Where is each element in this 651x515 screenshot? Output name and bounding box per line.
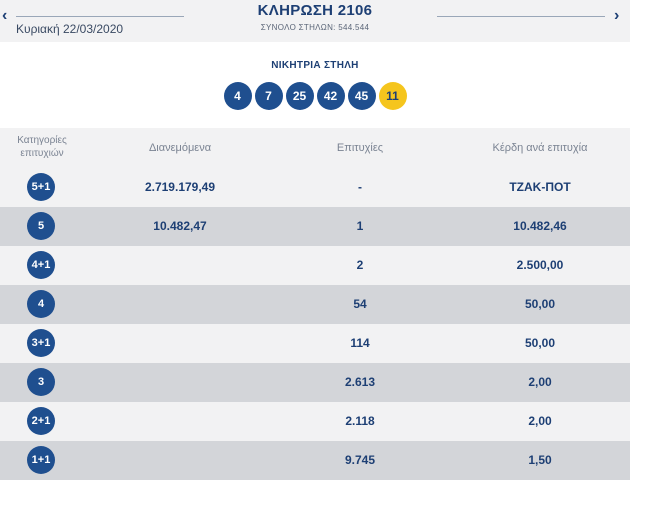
category-badge: 4+1: [27, 251, 55, 279]
prize-amount: 50,00: [524, 297, 556, 311]
winning-numbers: 4 7 25 42 45 11: [0, 82, 630, 110]
table-row: 3+1 114 50,00: [0, 324, 630, 363]
winners-count: 2: [356, 258, 364, 272]
table-row: 5+1 2.719.179,49 - ΤΖΑΚ-ΠΟΤ: [0, 168, 630, 207]
prize-amount: 50,00: [524, 336, 556, 350]
prize-amount: 2,00: [528, 375, 552, 389]
chevron-right-icon[interactable]: ›: [614, 7, 620, 24]
total-columns: ΣΥΝΟΛΟ ΣΤΗΛΩΝ: 544.544: [260, 23, 370, 32]
category-badge: 5+1: [27, 173, 55, 201]
number-ball: 4: [223, 82, 252, 110]
category-badge: 3+1: [27, 329, 55, 357]
number-ball: 7: [254, 82, 283, 110]
draw-date: Κυριακή 22/03/2020: [16, 22, 124, 36]
prize-amount: ΤΖΑΚ-ΠΟΤ: [509, 180, 571, 194]
number-ball: 42: [316, 82, 345, 110]
winners-count: 54: [353, 297, 367, 311]
divider: [437, 16, 605, 17]
winners-count: 2.613: [344, 375, 376, 389]
chevron-left-icon[interactable]: ‹: [2, 7, 8, 24]
number-ball: 25: [285, 82, 314, 110]
distributed-amount: 2.719.179,49: [144, 180, 216, 194]
winners-count: 2.118: [345, 414, 375, 428]
winners-count: 114: [350, 336, 370, 350]
header-prize: Κέρδη ανά επιτυχία: [492, 142, 588, 154]
draw-title: ΚΛΗΡΩΣΗ 2106: [257, 2, 373, 19]
prize-amount: 10.482,46: [513, 219, 567, 233]
prize-amount: 2,00: [528, 414, 552, 428]
table-row: 5 10.482,47 1 10.482,46: [0, 207, 630, 246]
category-badge: 5: [27, 212, 55, 240]
prize-table: Κατηγορίες επιτυχιών Διανεμόμενα Επιτυχί…: [0, 128, 630, 480]
winners-count: 9.745: [344, 453, 376, 467]
distributed-amount: 10.482,47: [153, 219, 207, 233]
divider: [16, 16, 184, 17]
prize-amount: 2.500,00: [516, 258, 564, 272]
category-badge: 1+1: [27, 446, 55, 474]
table-row: 3 2.613 2,00: [0, 363, 630, 402]
table-row: 2+1 2.118 2,00: [0, 402, 630, 441]
table-row: 4+1 2 2.500,00: [0, 246, 630, 285]
table-row: 4 54 50,00: [0, 285, 630, 324]
header-category: Κατηγορίες επιτυχιών: [17, 135, 67, 159]
joker-ball: 11: [378, 82, 407, 110]
number-ball: 45: [347, 82, 376, 110]
winners-count: 1: [356, 219, 364, 233]
draw-header: ‹ Κυριακή 22/03/2020 ΚΛΗΡΩΣΗ 2106 ΣΥΝΟΛΟ…: [0, 0, 630, 42]
category-badge: 2+1: [27, 407, 55, 435]
winning-column-label: ΝΙΚΗΤΡΙΑ ΣΤΗΛΗ: [271, 60, 359, 71]
category-badge: 3: [27, 368, 55, 396]
winners-count: -: [358, 180, 362, 194]
header-distributed: Διανεμόμενα: [148, 142, 212, 154]
table-row: 1+1 9.745 1,50: [0, 441, 630, 480]
prize-amount: 1,50: [528, 453, 552, 467]
header-winners: Επιτυχίες: [336, 142, 384, 154]
table-header: Κατηγορίες επιτυχιών Διανεμόμενα Επιτυχί…: [0, 128, 630, 168]
category-badge: 4: [27, 290, 55, 318]
